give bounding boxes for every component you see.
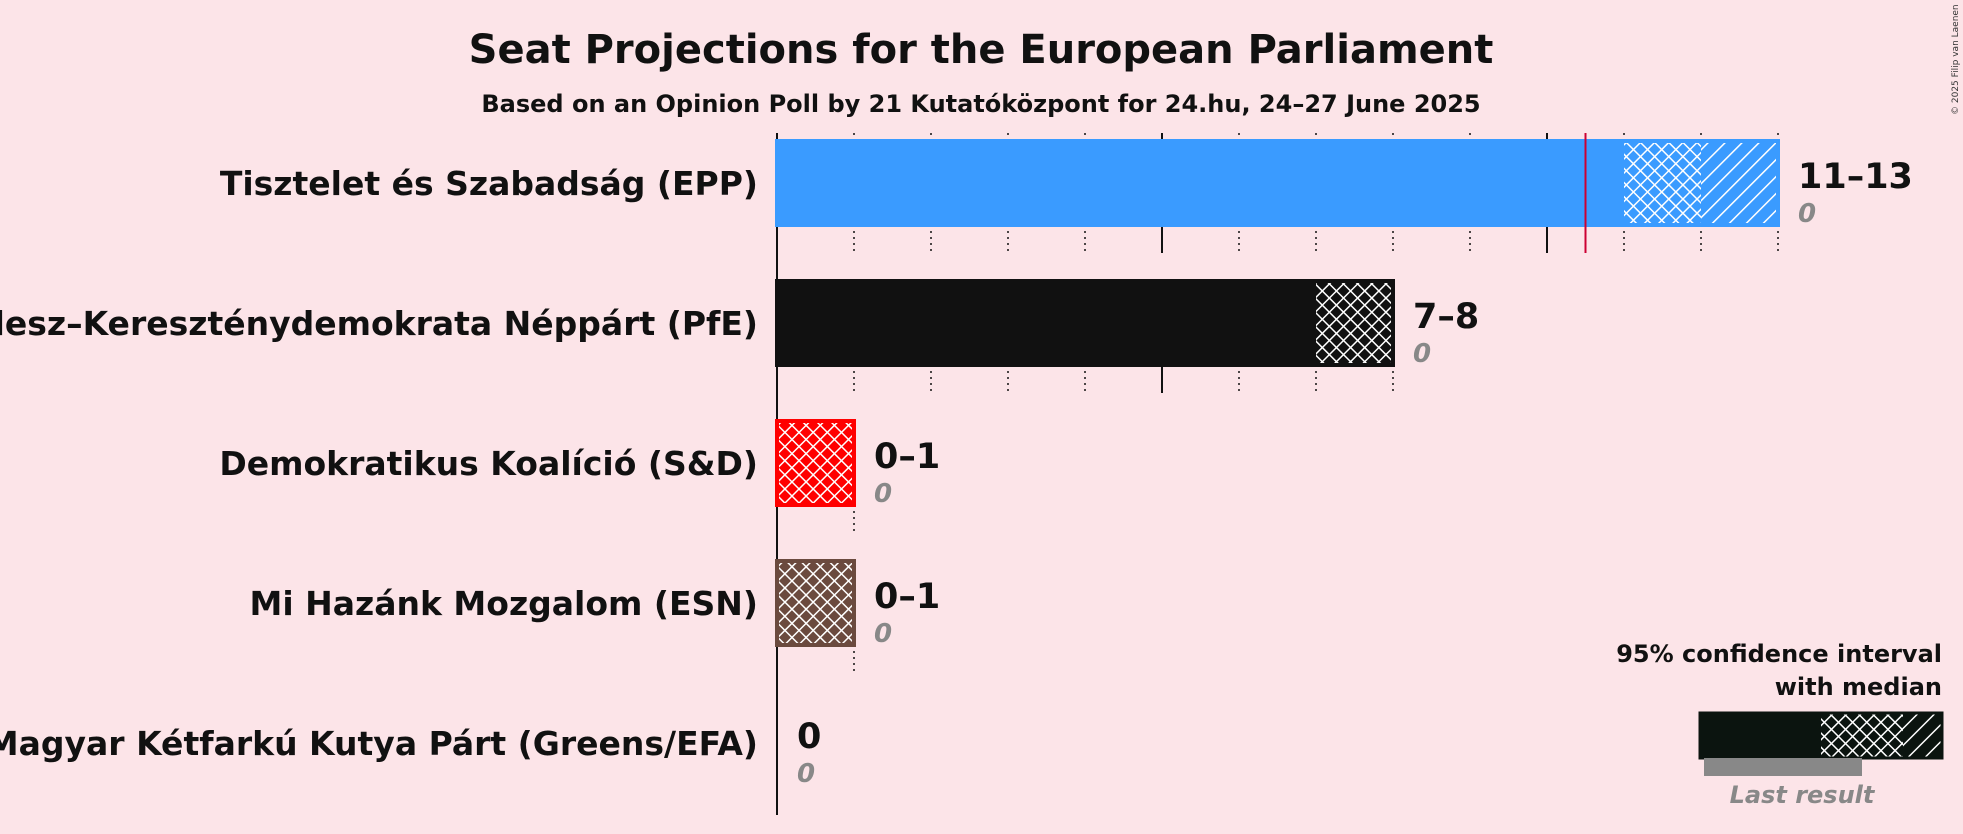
last-result-label: 0 (874, 619, 892, 649)
bar-outline (775, 279, 1395, 367)
bar-ci-lower-hatch (1624, 141, 1701, 225)
bars (775, 133, 1780, 647)
legend-ci-line1: 95% confidence interval (1616, 640, 1942, 668)
bar-solid (777, 281, 1316, 365)
party-label: Demokratikus Koalíció (S&D) (219, 444, 758, 483)
range-label: 11–13 (1798, 157, 1913, 197)
range-label: 0 (797, 717, 821, 757)
party-label: Magyar Kétfarkú Kutya Párt (Greens/EFA) (0, 724, 758, 763)
party-label: Mi Hazánk Mozgalom (ESN) (250, 584, 759, 623)
bar-outline (775, 419, 856, 507)
chart-subtitle: Based on an Opinion Poll by 21 Kutatóköz… (481, 90, 1480, 118)
legend: 95% confidence interval with median Last… (1616, 640, 1944, 809)
range-label: 0–1 (874, 437, 940, 477)
bar-ci-upper-hatch (1701, 141, 1778, 225)
legend-last-result-bar (1704, 758, 1862, 776)
party-label: Tisztelet és Szabadság (EPP) (220, 164, 758, 203)
labels: Tisztelet és Szabadság (EPP) 11–130Fidesz… (0, 157, 1913, 789)
copyright-notice: © 2025 Filip van Laenen (1951, 4, 1961, 115)
chart-title: Seat Projections for the European Parlia… (469, 27, 1494, 73)
bar-outline (775, 559, 856, 647)
last-result-label: 0 (1798, 199, 1816, 229)
bar-ci-lower-hatch (1316, 281, 1393, 365)
last-result-label: 0 (874, 479, 892, 509)
bar-outline (775, 139, 1780, 227)
party-label: Fidesz–Kereszténydemokrata Néppárt (PfE) (0, 304, 758, 343)
range-label: 7–8 (1413, 297, 1479, 337)
legend-solid-swatch (1701, 714, 1821, 757)
last-result-label: 0 (1413, 339, 1431, 369)
legend-ci-line2: with median (1775, 673, 1942, 701)
last-result-label: 0 (797, 759, 815, 789)
bar-ci-lower-hatch (777, 421, 854, 505)
bar-solid (777, 141, 1624, 225)
range-label: 0–1 (874, 577, 940, 617)
legend-last-result-label: Last result (1730, 781, 1876, 809)
bar-ci-lower-hatch (777, 561, 854, 645)
